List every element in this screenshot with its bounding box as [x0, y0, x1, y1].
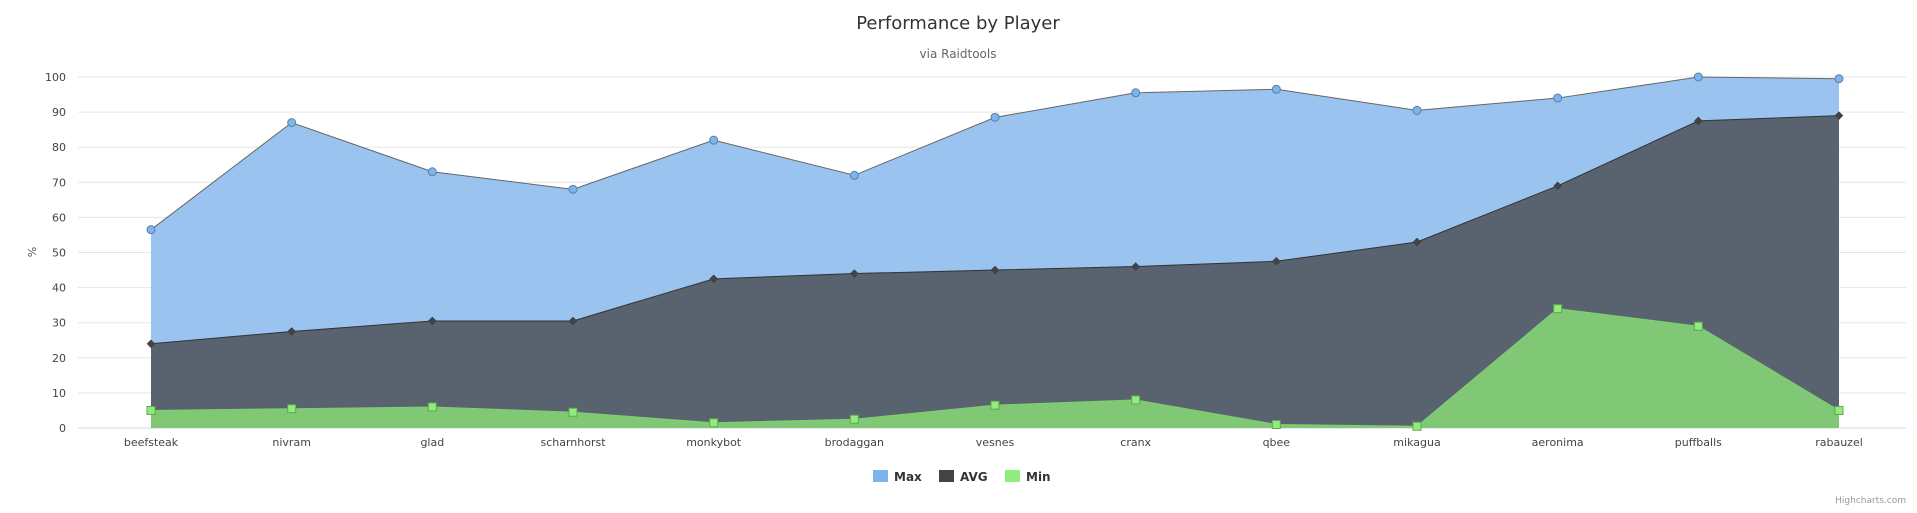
legend-item-avg[interactable]: AVG	[939, 470, 988, 484]
point-avg-puffballs[interactable]	[1693, 116, 1703, 126]
x-tick-label: nivram	[272, 436, 311, 449]
point-min-scharnhorst[interactable]	[568, 407, 578, 417]
y-tick-label: 30	[52, 317, 66, 330]
point-avg-scharnhorst[interactable]	[568, 316, 578, 326]
legend-label: AVG	[960, 470, 988, 484]
point-min-glad[interactable]	[427, 402, 437, 412]
point-max-rabauzel[interactable]	[1834, 74, 1844, 84]
point-min-vesnes[interactable]	[990, 400, 1000, 410]
point-max-glad[interactable]	[427, 167, 437, 177]
x-tick-label: puffballs	[1675, 436, 1722, 449]
point-max-cranx[interactable]	[1131, 88, 1141, 98]
point-avg-cranx[interactable]	[1131, 262, 1141, 271]
y-tick-label: 40	[52, 282, 66, 295]
y-tick-label: 50	[52, 247, 66, 260]
x-tick-label: cranx	[1120, 436, 1151, 449]
chart-title: Performance by Player	[856, 13, 1060, 34]
point-avg-nivram[interactable]	[287, 327, 297, 336]
y-tick-label: 60	[52, 211, 66, 224]
legend-swatch	[939, 470, 954, 482]
y-tick-label: 90	[52, 106, 66, 119]
x-tick-label: brodaggan	[825, 436, 884, 449]
x-tick-label: mikagua	[1393, 436, 1440, 449]
point-min-mikagua[interactable]	[1412, 421, 1422, 431]
x-tick-label: beefsteak	[124, 436, 179, 449]
legend-item-max[interactable]: Max	[873, 470, 922, 484]
point-min-cranx[interactable]	[1131, 395, 1141, 405]
point-avg-brodaggan[interactable]	[849, 269, 859, 278]
series-areas	[151, 77, 1839, 429]
point-max-beefsteak[interactable]	[146, 225, 156, 235]
x-tick-label: scharnhorst	[540, 436, 606, 449]
point-avg-mikagua[interactable]	[1412, 237, 1422, 247]
point-avg-vesnes[interactable]	[990, 265, 1000, 275]
credits-link[interactable]: Highcharts.com	[1835, 496, 1906, 506]
point-max-monkybot[interactable]	[709, 135, 719, 145]
point-min-monkybot[interactable]	[709, 418, 719, 428]
point-max-qbee[interactable]	[1271, 84, 1281, 94]
point-min-rabauzel[interactable]	[1834, 405, 1844, 415]
y-tick-label: 100	[45, 71, 66, 84]
point-avg-beefsteak[interactable]	[146, 339, 156, 349]
x-tick-label: qbee	[1263, 436, 1291, 449]
point-avg-glad[interactable]	[427, 316, 437, 326]
point-max-mikagua[interactable]	[1412, 105, 1422, 115]
x-tick-label: aeronima	[1532, 436, 1584, 449]
point-avg-qbee[interactable]	[1271, 256, 1281, 266]
legend-swatch	[1005, 470, 1020, 482]
point-min-puffballs[interactable]	[1693, 321, 1703, 331]
point-min-aeronima[interactable]	[1553, 304, 1563, 314]
point-avg-monkybot[interactable]	[709, 274, 719, 284]
chart-subtitle: via Raidtools	[920, 47, 997, 61]
point-max-brodaggan[interactable]	[849, 170, 859, 180]
y-tick-label: 20	[52, 352, 66, 365]
area-min[interactable]	[151, 308, 1839, 428]
y-tick-label: 0	[59, 422, 66, 435]
point-avg-rabauzel[interactable]	[1834, 111, 1844, 120]
y-tick-label: 10	[52, 387, 66, 400]
point-max-aeronima[interactable]	[1553, 93, 1563, 103]
legend-swatch	[873, 470, 888, 482]
legend[interactable]: Max AVG Min	[873, 470, 1051, 484]
point-avg-aeronima[interactable]	[1553, 181, 1563, 191]
legend-item-min[interactable]: Min	[1005, 470, 1051, 484]
x-tick-label: monkybot	[686, 436, 742, 449]
legend-label: Min	[1026, 470, 1051, 484]
y-tick-label: 70	[52, 176, 66, 189]
point-max-vesnes[interactable]	[990, 112, 1000, 122]
point-max-nivram[interactable]	[287, 118, 297, 128]
x-axis-ticks: beefsteak nivram glad scharnhorst monkybot br…	[124, 436, 1863, 449]
point-min-brodaggan[interactable]	[849, 414, 859, 424]
series-markers	[146, 72, 1844, 431]
x-tick-label: vesnes	[976, 436, 1015, 449]
point-max-scharnhorst[interactable]	[568, 184, 578, 194]
legend-label: Max	[894, 470, 922, 484]
point-min-nivram[interactable]	[287, 404, 297, 414]
y-axis-title: %	[26, 247, 39, 257]
x-tick-label: rabauzel	[1815, 436, 1863, 449]
x-tick-label: glad	[420, 436, 444, 449]
y-tick-label: 80	[52, 141, 66, 154]
point-min-qbee[interactable]	[1271, 419, 1281, 429]
point-max-puffballs[interactable]	[1693, 72, 1703, 82]
point-min-beefsteak[interactable]	[146, 405, 156, 415]
y-axis-ticks: 0 10 20 30 40 50 60 70 80 90 100	[45, 71, 66, 435]
